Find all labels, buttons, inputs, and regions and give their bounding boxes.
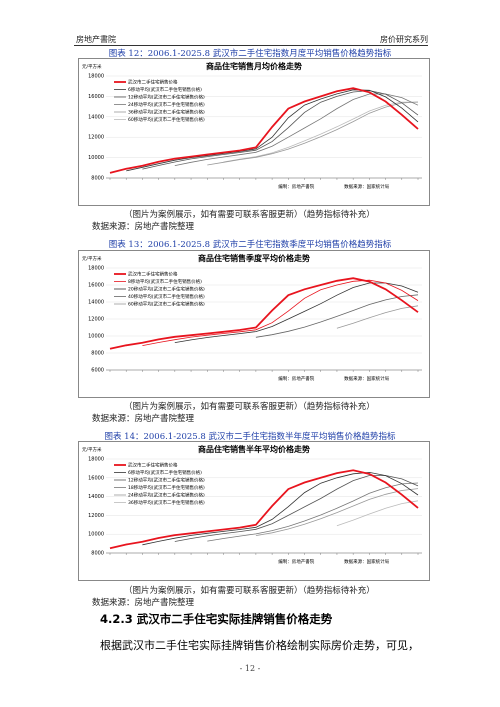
chart-title: 商品住宅销售季度平均价格走势 xyxy=(198,253,310,263)
y-unit: 元/平方米 xyxy=(82,446,102,453)
y-tick-label: 6000 xyxy=(91,368,104,374)
chart-title: 商品住宅销售半年平均价格走势 xyxy=(198,444,310,454)
chart-frame xyxy=(78,441,430,581)
y-tick-label: 10000 xyxy=(88,334,104,340)
figure-caption: 图表 12：2006.1-2025.8 武汉市二手住宅指数月度平均销售价格趋势指… xyxy=(108,49,392,59)
series-line xyxy=(126,89,419,172)
y-tick-label: 14000 xyxy=(88,114,104,120)
series-line xyxy=(207,101,419,166)
series-line xyxy=(142,279,419,346)
series-line xyxy=(207,482,419,542)
series-line xyxy=(223,101,419,163)
header-right: 房价研究系列 xyxy=(380,35,428,44)
legend-label: 36移动平均(武汉市二手住宅销售价格) xyxy=(128,499,205,506)
y-tick-label: 18000 xyxy=(88,457,104,463)
y-tick-label: 10000 xyxy=(88,532,104,538)
legend-label: 6移动平均(武汉市二手住宅销售价格) xyxy=(128,86,202,93)
y-tick-label: 16000 xyxy=(88,475,104,481)
y-tick-label: 18000 xyxy=(88,74,104,80)
section-heading: 4.2.3 武汉市二手住宅实际挂牌销售价格走势 xyxy=(100,612,333,626)
y-tick-label: 14000 xyxy=(88,494,104,500)
y-tick-label: 12000 xyxy=(88,513,104,519)
y-tick-label: 18000 xyxy=(88,266,104,272)
chart: 商品住宅销售季度平均价格走势 元/平方米 6000 8000 10000 12000 140… xyxy=(78,250,430,398)
figure-source: 数据来源：房地产書院整理 xyxy=(92,598,195,608)
legend-label: 8移动平均(武汉市二手住宅销售价格) xyxy=(128,278,202,285)
chart: 商品住宅销售月均价格走势 元/平方米 8000 10000 12000 14000 1600… xyxy=(78,58,430,206)
legend-label: 18移动平均(武汉市二手住宅销售价格) xyxy=(128,484,205,491)
series-line xyxy=(109,469,419,550)
series-line xyxy=(174,475,419,542)
header-rule xyxy=(74,45,428,46)
chart-credit: 编制：房地产書院 xyxy=(278,183,314,190)
legend-label: 24移动平均(武汉市二手住宅销售价格) xyxy=(128,101,205,108)
y-tick-label: 12000 xyxy=(88,135,104,141)
figure-caption: 图表 14：2006.1-2025.8 武汉市二手住宅指数半年度平均销售价格趋势… xyxy=(104,432,396,442)
y-tick-label: 8000 xyxy=(91,176,104,182)
legend-label: 40移动平均(武汉市二手住宅销售价格) xyxy=(128,293,205,300)
y-tick-label: 16000 xyxy=(88,283,104,289)
figure-source: 数据来源：房地产書院整理 xyxy=(92,222,195,232)
legend-label: 12移动平均(武汉市二手住宅销售价格) xyxy=(128,94,205,101)
figure-note: （图片为案例展示，如有需要可联系客服更新）（趋势指标待补充） xyxy=(124,210,375,220)
figure-source: 数据来源：房地产書院整理 xyxy=(92,414,195,424)
y-tick-label: 14000 xyxy=(88,300,104,306)
legend-label: 60移动平均(武汉市二手住宅销售价格) xyxy=(128,116,205,123)
series-line xyxy=(336,305,419,329)
series-line xyxy=(174,282,419,343)
y-tick-label: 12000 xyxy=(88,317,104,323)
figure-note: （图片为案例展示，如有需要可联系客服更新）（趋势指标待补充） xyxy=(124,402,375,412)
chart-credit: 编制：房地产書院 xyxy=(278,558,314,565)
legend-label: 武汉市二手住宅销售价格 xyxy=(128,79,178,86)
chart-frame xyxy=(78,58,430,206)
series-line xyxy=(109,277,419,350)
series-line xyxy=(142,471,419,546)
series-line xyxy=(255,294,419,338)
chart-title: 商品住宅销售月均价格走势 xyxy=(206,61,302,71)
chart-credit: 数据来源：国家统计局 xyxy=(344,558,389,565)
header-left: 房地产書院 xyxy=(76,35,116,44)
legend-label: 60移动平均(武汉市二手住宅销售价格) xyxy=(128,301,205,308)
legend-label: 6移动平均(武汉市二手住宅销售价格) xyxy=(128,469,202,476)
chart: 商品住宅销售半年平均价格走势 元/平方米 8000 10000 12000 14000 16… xyxy=(78,441,430,581)
legend-label: 武汉市二手住宅销售价格 xyxy=(128,462,178,469)
chart-credit: 数据来源：国家统计局 xyxy=(344,375,389,382)
series-line xyxy=(109,87,419,174)
legend-label: 武汉市二手住宅销售价格 xyxy=(128,271,178,278)
series-line xyxy=(255,488,419,536)
y-unit: 元/平方米 xyxy=(82,255,102,262)
figure-note: （图片为案例展示，如有需要可联系客服更新）（趋势指标待补充） xyxy=(124,586,375,596)
legend-label: 20移动平均(武汉市二手住宅销售价格) xyxy=(128,286,205,293)
legend-label: 36移动平均(武汉市二手住宅销售价格) xyxy=(128,109,205,116)
chart-frame xyxy=(78,250,430,398)
legend-label: 24移动平均(武汉市二手住宅销售价格) xyxy=(128,492,205,499)
figure-caption: 图表 13：2006.1-2025.8 武汉市二手住宅指数季度平均销售价格趋势指… xyxy=(108,240,392,250)
legend-label: 12移动平均(武汉市二手住宅销售价格) xyxy=(128,477,205,484)
y-tick-label: 16000 xyxy=(88,94,104,100)
y-tick-label: 8000 xyxy=(91,351,104,357)
y-unit: 元/平方米 xyxy=(82,63,102,70)
y-tick-label: 8000 xyxy=(91,551,104,557)
chart-credit: 编制：房地产書院 xyxy=(278,375,314,382)
page-number: - 12 - xyxy=(239,664,261,673)
chart-credit: 数据来源：国家统计局 xyxy=(344,183,389,190)
y-tick-label: 10000 xyxy=(88,155,104,161)
series-line xyxy=(336,500,419,527)
paragraph: 根据武汉市二手住宅实际挂牌销售价格绘制实际房价走势，可见， xyxy=(100,639,419,652)
